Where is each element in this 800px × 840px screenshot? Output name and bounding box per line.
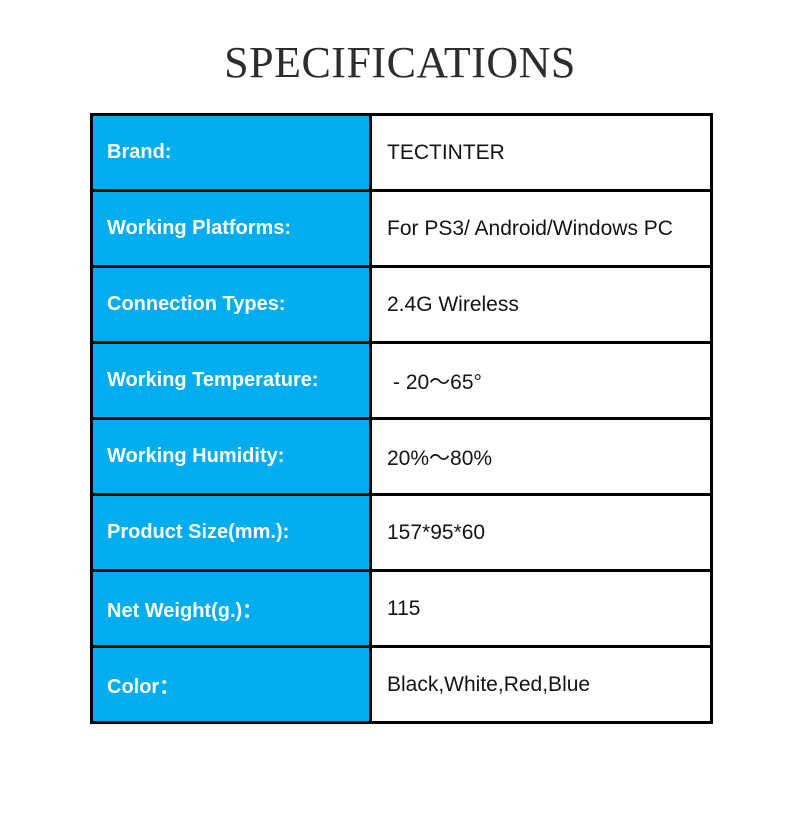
spec-row-connection-types: Connection Types: 2.4G Wireless — [90, 265, 713, 345]
spec-value-product-size: 157*95*60 — [369, 493, 713, 573]
spec-label-color: Color： — [90, 645, 372, 725]
spec-value-color: Black,White,Red,Blue — [369, 645, 713, 725]
spec-value-net-weight: 115 — [369, 569, 713, 649]
page-title: SPECIFICATIONS — [224, 38, 576, 87]
spec-value-working-platforms: For PS3/ Android/Windows PC — [369, 189, 713, 269]
spec-label-working-platforms: Working Platforms: — [90, 189, 372, 269]
spec-row-color: Color： Black,White,Red,Blue — [90, 645, 713, 725]
spec-row-product-size: Product Size(mm.): 157*95*60 — [90, 493, 713, 573]
spec-value-brand: TECTINTER — [369, 113, 713, 193]
spec-row-working-humidity: Working Humidity: 20%～80% — [90, 417, 713, 497]
spec-label-net-weight: Net Weight(g.)： — [90, 569, 372, 649]
spec-value-working-humidity: 20%～80% — [369, 417, 713, 497]
spec-label-working-humidity: Working Humidity: — [90, 417, 372, 497]
spec-row-working-temperature: Working Temperature: - 20～65° — [90, 341, 713, 421]
spec-label-product-size: Product Size(mm.): — [90, 493, 372, 573]
spec-label-working-temperature: Working Temperature: — [90, 341, 372, 421]
spec-table: Brand: TECTINTER Working Platforms: For … — [90, 113, 713, 725]
spec-row-working-platforms: Working Platforms: For PS3/ Android/Wind… — [90, 189, 713, 269]
spec-value-working-temperature: - 20～65° — [369, 341, 713, 421]
spec-label-connection-types: Connection Types: — [90, 265, 372, 345]
spec-row-net-weight: Net Weight(g.)： 115 — [90, 569, 713, 649]
spec-table-body: Brand: TECTINTER Working Platforms: For … — [90, 113, 713, 725]
specifications-page: SPECIFICATIONS Brand: TECTINTER Working … — [0, 38, 800, 840]
spec-value-connection-types: 2.4G Wireless — [369, 265, 713, 345]
spec-label-brand: Brand: — [90, 113, 372, 193]
spec-row-brand: Brand: TECTINTER — [90, 113, 713, 193]
